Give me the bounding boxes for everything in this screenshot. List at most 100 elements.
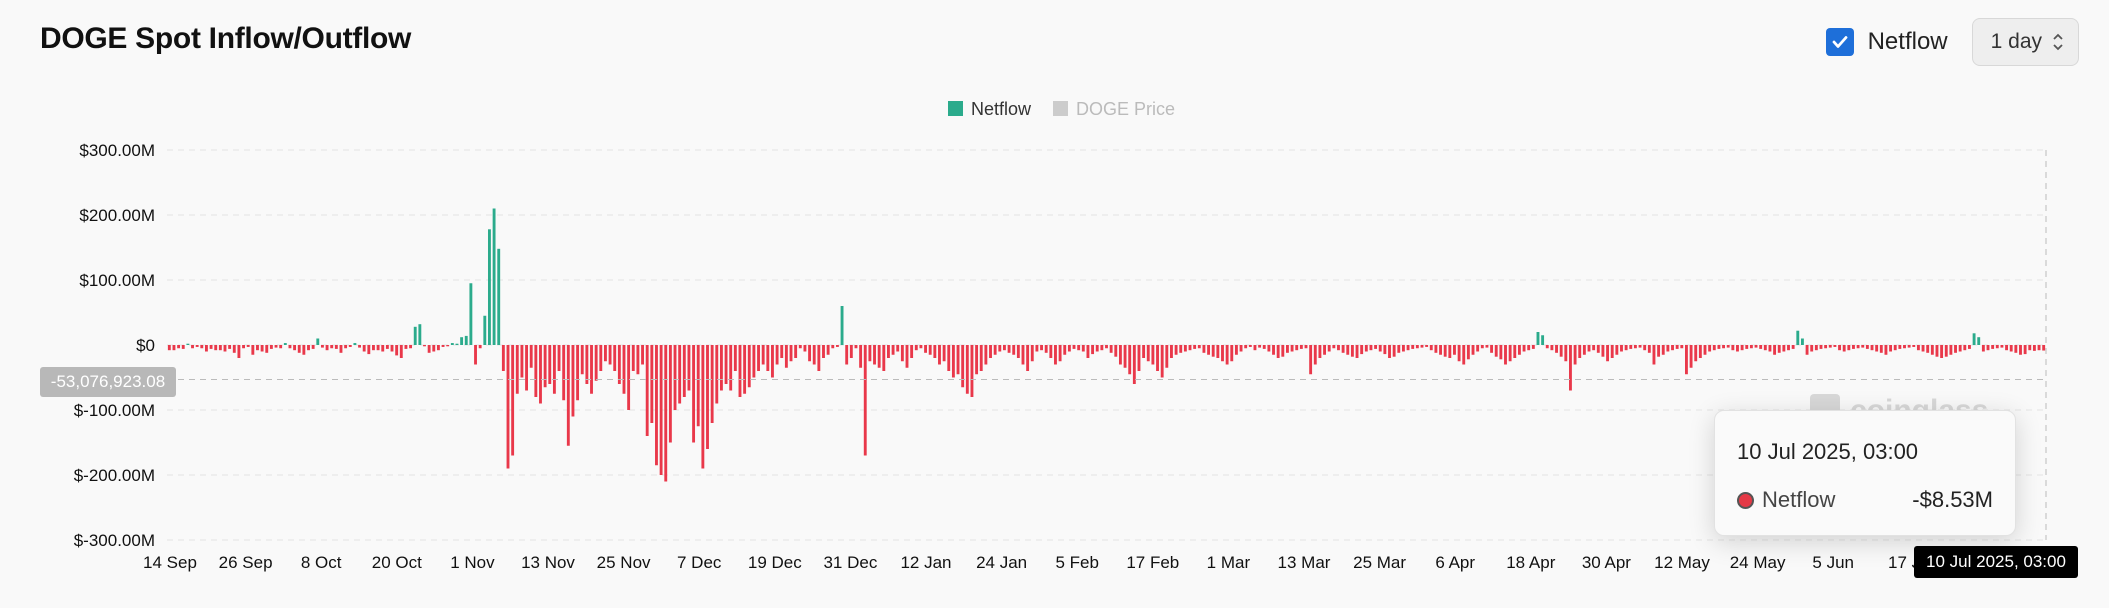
netflow-bar xyxy=(1476,345,1480,352)
netflow-bar xyxy=(1680,345,1684,349)
netflow-bar xyxy=(743,345,747,394)
netflow-bar xyxy=(794,345,798,358)
netflow-bar xyxy=(399,345,403,358)
netflow-bar xyxy=(1086,345,1090,358)
netflow-bar xyxy=(1545,345,1549,349)
netflow-bar xyxy=(1954,345,1957,353)
tooltip-series-name: Netflow xyxy=(1762,487,1836,512)
netflow-bar xyxy=(1944,345,1948,357)
netflow-bar xyxy=(900,345,904,362)
netflow-bar xyxy=(942,345,946,362)
netflow-bar xyxy=(1453,345,1456,355)
netflow-bar xyxy=(1258,345,1262,348)
netflow-bar xyxy=(1828,345,1832,348)
netflow-bar xyxy=(1262,345,1266,349)
netflow-bar xyxy=(427,345,431,353)
netflow-bar xyxy=(1536,332,1540,345)
netflow-bar xyxy=(1916,345,1920,351)
netflow-bar xyxy=(641,345,644,365)
netflow-bar xyxy=(803,345,807,352)
netflow-bar xyxy=(826,345,830,355)
netflow-bar xyxy=(566,345,570,446)
netflow-bar xyxy=(506,345,510,469)
netflow-bar xyxy=(2023,345,2027,355)
netflow-bar xyxy=(1026,345,1030,371)
netflow-bar xyxy=(1879,345,1883,353)
netflow-toggle[interactable]: Netflow xyxy=(1825,28,1948,56)
netflow-bar xyxy=(1569,345,1572,391)
netflow-bar xyxy=(863,345,867,456)
crosshair-y-label: -53,076,923.08 xyxy=(40,367,176,397)
netflow-bar xyxy=(747,345,751,388)
netflow-bar xyxy=(260,345,264,352)
netflow-bar xyxy=(979,345,983,371)
netflow-bar xyxy=(469,283,473,345)
netflow-bar xyxy=(784,345,788,368)
netflow-bar xyxy=(608,345,612,365)
x-tick-label: 5 Jun xyxy=(1812,553,1854,572)
netflow-bar xyxy=(771,345,774,378)
netflow-bar xyxy=(1749,345,1753,349)
netflow-bar xyxy=(474,345,477,365)
netflow-bar xyxy=(562,345,566,401)
netflow-bar xyxy=(910,345,914,358)
netflow-bar xyxy=(1128,345,1132,375)
netflow-bar xyxy=(1633,345,1637,349)
netflow-bar xyxy=(1550,345,1554,351)
netflow-bar xyxy=(1490,345,1494,353)
netflow-bar xyxy=(706,345,709,449)
netflow-bar xyxy=(1248,345,1252,347)
netflow-bar xyxy=(1689,345,1693,368)
netflow-bar xyxy=(1397,345,1401,353)
netflow-bar xyxy=(1759,345,1763,349)
netflow-bar xyxy=(1791,345,1795,349)
netflow-bar xyxy=(1439,345,1442,355)
netflow-bar xyxy=(1986,345,1990,351)
netflow-bar xyxy=(603,345,607,362)
netflow-bar xyxy=(1666,345,1670,352)
netflow-bar xyxy=(1072,345,1076,349)
netflow-bar xyxy=(423,345,426,347)
netflow-bar xyxy=(1350,345,1354,357)
netflow-bar xyxy=(882,345,886,371)
netflow-bar xyxy=(1230,345,1234,362)
interval-select[interactable]: 1 day xyxy=(1971,18,2079,66)
netflow-bar xyxy=(1471,345,1475,355)
netflow-bar xyxy=(209,345,213,349)
netflow-bar xyxy=(1754,345,1758,348)
netflow-bar xyxy=(418,324,422,345)
netflow-bar xyxy=(673,345,677,410)
chart-title: DOGE Spot Inflow/Outflow xyxy=(40,22,412,55)
netflow-bar xyxy=(1685,345,1688,375)
netflow-bar xyxy=(1021,345,1025,365)
netflow-bar xyxy=(372,345,375,351)
netflow-bar xyxy=(320,345,324,348)
netflow-bar xyxy=(1847,345,1851,351)
netflow-bar xyxy=(914,345,918,351)
netflow-bar xyxy=(302,345,306,355)
netflow-bar xyxy=(571,345,575,417)
netflow-bar xyxy=(1935,345,1939,357)
netflow-bar xyxy=(1694,345,1698,362)
netflow-bar xyxy=(831,345,835,349)
netflow-bar xyxy=(520,345,524,378)
netflow-bar xyxy=(1012,345,1016,355)
netflow-bar xyxy=(1893,345,1897,351)
netflow-checkbox[interactable] xyxy=(1825,28,1854,56)
netflow-bar xyxy=(1838,345,1841,351)
netflow-bar xyxy=(1457,345,1461,362)
netflow-bar xyxy=(812,345,816,365)
netflow-bar xyxy=(1323,345,1326,355)
netflow-bar xyxy=(1151,345,1155,365)
legend-swatch-0 xyxy=(948,101,963,116)
netflow-bar xyxy=(1337,345,1340,351)
netflow-bar xyxy=(622,345,626,394)
netflow-bar xyxy=(1244,345,1248,349)
x-tick-label: 8 Oct xyxy=(301,553,342,572)
netflow-bar xyxy=(529,345,533,368)
netflow-bar xyxy=(1286,345,1289,353)
netflow-bar xyxy=(316,338,320,345)
netflow-bar xyxy=(599,345,603,371)
netflow-bar xyxy=(348,345,352,347)
